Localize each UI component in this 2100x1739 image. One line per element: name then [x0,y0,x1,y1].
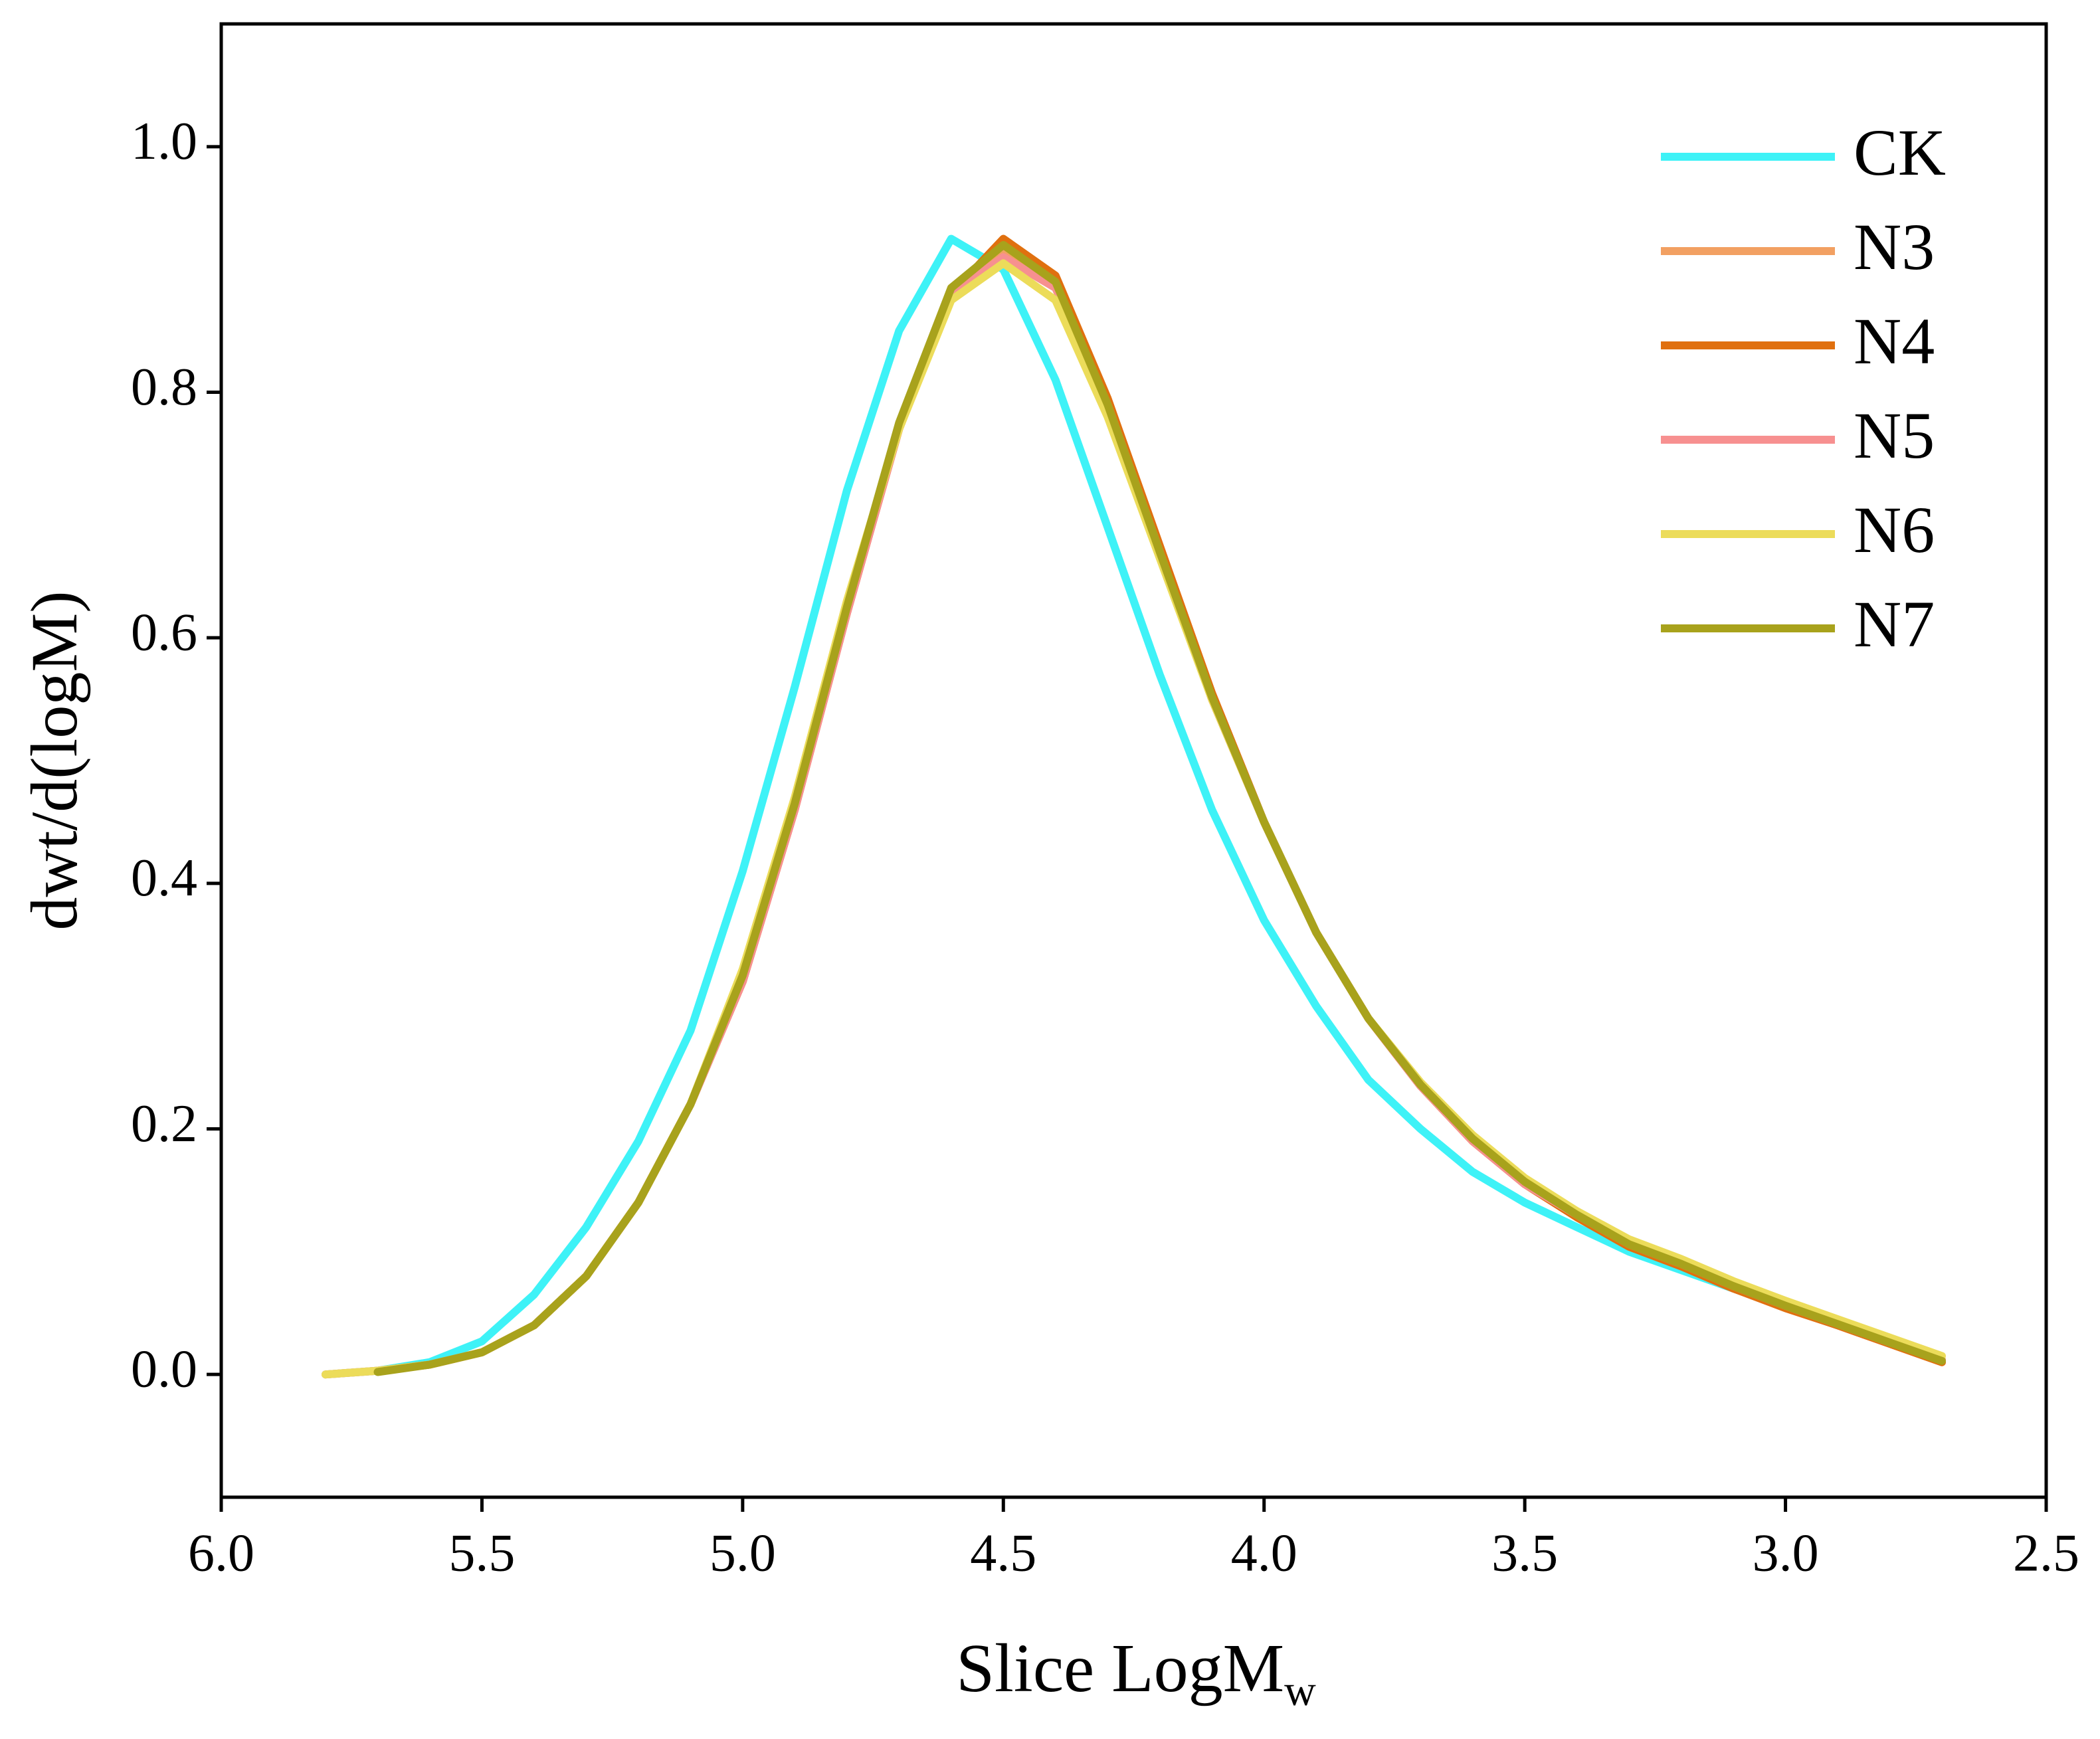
y-tick-label: 0.8 [131,358,197,416]
x-tick-label: 4.5 [970,1524,1036,1582]
x-axis-title-subscript: w [1284,1667,1316,1715]
y-tick-label: 0.2 [131,1095,197,1153]
series-line [322,246,1946,1379]
x-tick-label: 6.0 [188,1524,254,1582]
plot-frame [219,22,2048,1499]
legend-label: N7 [1854,587,1935,661]
x-axis-title-main: Slice LogM [956,1630,1284,1706]
y-axis-title: dwt/d(logM) [17,591,91,930]
x-tick-label: 3.0 [1753,1524,1819,1582]
series-line [322,234,1842,1379]
legend-label: N4 [1854,304,1935,378]
series-line [373,234,1946,1375]
series-line [373,240,1946,1376]
legend-label: N6 [1854,493,1935,567]
series-line [322,253,1946,1379]
x-axis-title: Slice LogMw [956,1630,1316,1715]
series-line [322,259,1946,1379]
y-tick-label: 0.0 [131,1340,197,1399]
legend-label: N5 [1854,399,1935,472]
y-tick-label: 0.4 [131,849,197,907]
x-tick-label: 2.5 [2013,1524,2079,1582]
y-tick-label: 1.0 [131,112,197,171]
x-tick-label: 3.5 [1491,1524,1558,1582]
x-tick-label: 5.0 [710,1524,776,1582]
legend-label: N3 [1854,210,1935,284]
x-tick-label: 4.0 [1231,1524,1297,1582]
x-tick-label: 5.5 [448,1524,515,1582]
y-tick-label: 0.6 [131,604,197,662]
legend-label: CK [1854,116,1946,189]
